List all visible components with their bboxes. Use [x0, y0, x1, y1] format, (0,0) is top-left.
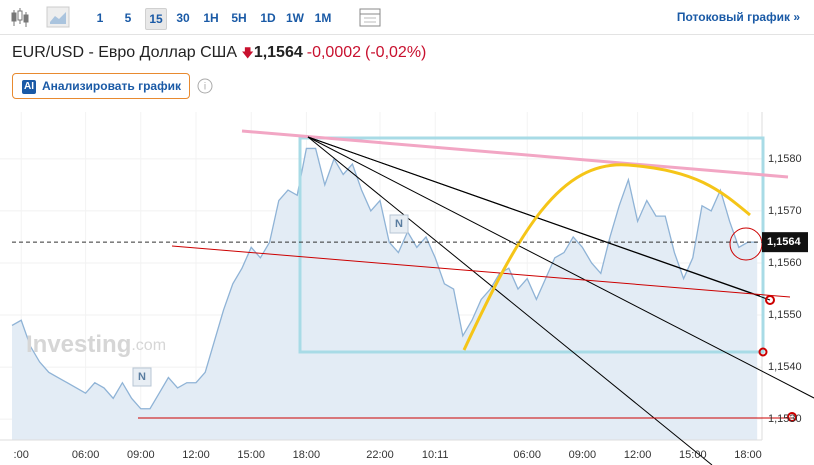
grid-icon[interactable]	[359, 8, 381, 27]
x-tick-label: 10:11	[422, 449, 449, 461]
x-tick-label: 12:00	[624, 449, 652, 461]
area-icon[interactable]	[46, 6, 70, 28]
y-tick-label: 1,1580	[768, 153, 802, 165]
x-tick-label: 09:00	[127, 449, 155, 461]
red-trendline	[171, 245, 791, 298]
interval-button[interactable]: 1D	[260, 11, 276, 25]
candle-icon[interactable]	[11, 8, 29, 27]
price-line	[11, 147, 758, 410]
area-fill	[12, 148, 758, 440]
interval-button[interactable]: 1M	[314, 11, 332, 25]
change-percent: (-0,02%)	[365, 44, 427, 61]
news-marker[interactable]: N	[389, 214, 409, 234]
interval-button[interactable]: 5	[124, 11, 132, 25]
y-tick-label: 1,1530	[768, 413, 802, 425]
arc-drawing	[462, 163, 751, 351]
pink-trendline	[241, 129, 789, 179]
y-tick-label: 1,1550	[768, 309, 802, 321]
y-tick-label: 1,1570	[768, 205, 802, 217]
down-arrow: 🡇	[241, 46, 254, 60]
x-tick-label: 18:00	[293, 449, 321, 461]
x-tick-label: 09:00	[569, 449, 597, 461]
interval-button[interactable]: 5H	[231, 11, 247, 25]
y-tick-label: 1,1540	[768, 361, 802, 373]
price: 1,1564	[253, 44, 303, 61]
x-tick-label: 06:00	[513, 449, 541, 461]
current-price-box	[762, 232, 808, 253]
x-tick-label: 15:00	[679, 449, 707, 461]
drawings	[138, 129, 814, 465]
interval-button[interactable]: 1H	[203, 11, 219, 25]
trendline	[307, 136, 761, 297]
ai-badge: AI	[22, 80, 36, 94]
stream-chart-link[interactable]: Потоковый график »	[676, 10, 800, 24]
y-tick-label: 1,1560	[768, 257, 802, 269]
news-label: N	[138, 371, 146, 383]
toolbar: Потоковый график » 1 5 15 30 1H 5H 1D 1W 1M	[0, 0, 814, 35]
trendline	[307, 136, 713, 465]
interval-button[interactable]: 15	[145, 8, 167, 30]
instrument-title: EUR/USD - Евро Доллар США	[12, 44, 238, 61]
watermark: Investing.com	[26, 331, 166, 358]
x-tick-label: 06:00	[72, 449, 100, 461]
watermark-suffix: .com	[131, 337, 166, 354]
interval-button[interactable]: 30	[176, 11, 190, 25]
red-point	[787, 412, 797, 422]
svg-text:i: i	[204, 82, 206, 93]
red-point	[758, 347, 768, 357]
analyze-label: Анализировать график	[42, 79, 181, 93]
analyze-button[interactable]: AI Анализировать график	[12, 73, 190, 99]
current-price-label: 1,1564	[767, 236, 802, 248]
x-tick-label: 18:00	[734, 449, 762, 461]
news-label: N	[395, 218, 403, 230]
info-icon[interactable]: i	[197, 78, 213, 94]
change: -0,0002	[306, 44, 362, 61]
interval-button[interactable]: 1W	[286, 11, 304, 25]
x-tick-label: 15:00	[237, 449, 265, 461]
x-tick-label: :00	[14, 449, 29, 461]
news-marker[interactable]: N	[132, 367, 152, 387]
red-point	[765, 295, 775, 305]
trendline	[307, 136, 814, 399]
interval-button[interactable]: 1	[96, 11, 104, 25]
instrument-header: EUR/USD - Евро Доллар США 🡇1,1564 -0,0002…	[12, 44, 426, 65]
x-tick-label: 22:00	[366, 449, 394, 461]
x-tick-label: 12:00	[182, 449, 210, 461]
toolbar-icons	[11, 6, 381, 28]
watermark-brand: Investing	[26, 331, 131, 358]
